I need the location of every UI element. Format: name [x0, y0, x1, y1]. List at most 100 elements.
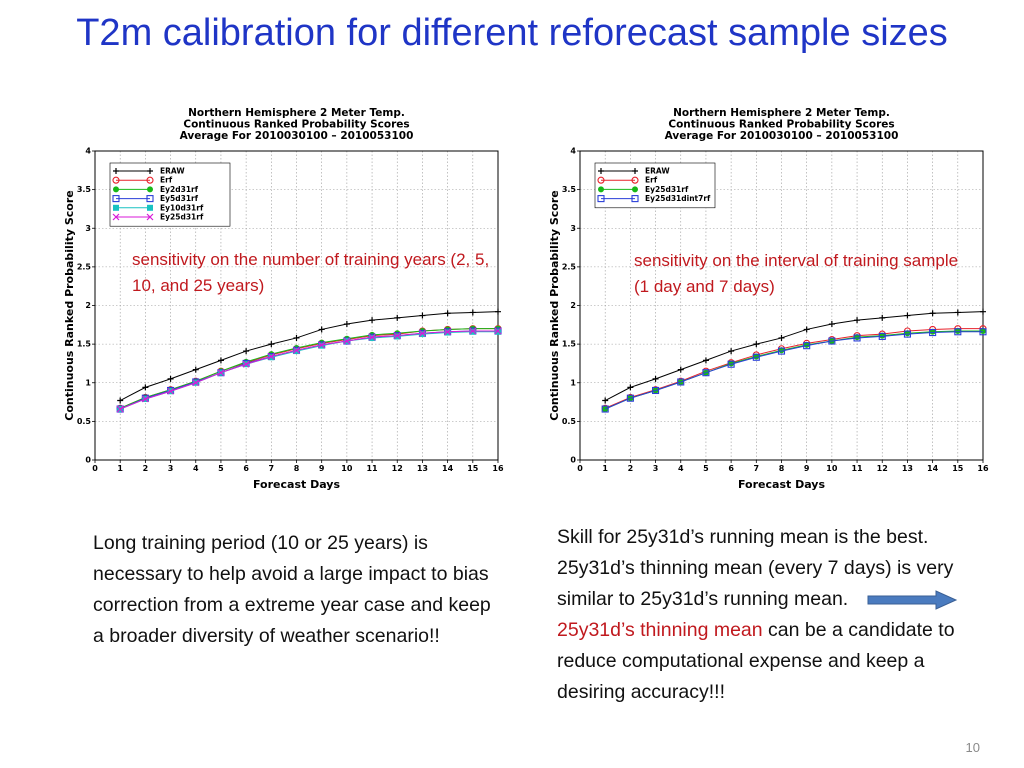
legend-marker	[113, 186, 119, 193]
data-point	[167, 375, 174, 382]
arrow-shape	[867, 590, 957, 610]
legend-marker	[146, 213, 154, 221]
y-tick-label: 1.5	[77, 340, 92, 349]
data-point	[419, 312, 426, 319]
data-point	[242, 360, 250, 368]
data-point	[369, 317, 376, 324]
data-point	[879, 314, 886, 321]
chart-title-line: Northern Hemisphere 2 Meter Temp.	[188, 107, 405, 119]
data-point	[217, 357, 224, 364]
data-point	[929, 310, 936, 317]
x-tick-label: 13	[417, 464, 428, 473]
data-point	[854, 334, 861, 341]
x-axis-label: Forecast Days	[253, 478, 340, 491]
y-tick-label: 4	[570, 147, 576, 156]
data-point	[727, 360, 735, 368]
x-tick-label: 12	[877, 464, 888, 473]
data-point	[853, 334, 861, 342]
legend-label: Ey10d31rf	[160, 203, 204, 212]
data-point	[702, 369, 710, 377]
legend-label: ERAW	[160, 167, 185, 176]
x-tick-label: 11	[366, 464, 378, 473]
data-point	[393, 332, 401, 340]
data-point	[752, 353, 760, 361]
x-tick-label: 7	[754, 464, 760, 473]
legend-marker	[112, 213, 120, 221]
data-point	[929, 328, 937, 337]
y-tick-label: 0.5	[77, 417, 92, 426]
data-point	[444, 310, 451, 317]
x-tick-label: 0	[92, 464, 98, 473]
x-tick-label: 4	[678, 464, 684, 473]
data-point	[626, 394, 634, 402]
legend-marker	[631, 176, 639, 184]
data-point	[904, 312, 911, 319]
chart-title-line: Continuous Ranked Probability Scores	[668, 119, 894, 131]
page-number: 10	[965, 740, 980, 755]
legend-marker	[113, 168, 119, 174]
crps-chart-svg-left: Northern Hemisphere 2 Meter Temp.Continu…	[63, 107, 504, 491]
y-tick-label: 3.5	[562, 185, 577, 194]
y-tick-label: 2	[570, 301, 576, 310]
legend-marker	[112, 195, 120, 203]
x-tick-label: 6	[243, 464, 249, 473]
x-tick-label: 8	[294, 464, 300, 473]
series-line	[120, 331, 498, 410]
y-tick-label: 0	[85, 456, 91, 465]
legend-label: Ey25d31rf	[160, 213, 204, 222]
y-tick-label: 1.5	[562, 340, 577, 349]
x-tick-label: 0	[577, 464, 583, 473]
data-point	[777, 347, 786, 355]
data-point	[828, 337, 836, 345]
y-tick-label: 3	[570, 224, 576, 233]
conclusion-right-highlight: 25y31d’s thinning mean	[557, 619, 763, 641]
legend-marker	[632, 186, 638, 193]
data-point	[979, 328, 987, 336]
legend-label: Erf	[160, 176, 173, 185]
y-tick-label: 4	[85, 147, 91, 156]
data-point	[677, 378, 685, 386]
legend-marker	[147, 168, 153, 174]
data-point	[879, 332, 886, 339]
x-tick-label: 5	[218, 464, 224, 473]
data-point	[116, 405, 124, 413]
legend-box	[109, 162, 231, 227]
annotation-training-years: sensitivity on the number of training ye…	[132, 250, 490, 295]
chart-title-line: Average For 2010030100 – 2010053100	[180, 130, 414, 142]
conclusion-text-right: Skill for 25y31d’s running mean is the b…	[557, 522, 997, 708]
data-point	[444, 328, 452, 336]
data-point	[293, 334, 300, 341]
legend-label: Ey25d31rf	[645, 185, 689, 194]
data-point	[192, 379, 200, 387]
series-line	[604, 331, 983, 410]
data-point	[652, 386, 660, 395]
legend-marker	[112, 176, 120, 184]
conclusion-text-left: Long training period (10 or 25 years) is…	[93, 532, 491, 647]
data-point	[495, 308, 501, 315]
legend-label: Ey5d31rf	[160, 194, 199, 203]
slide-title: T2m calibration for different reforecast…	[76, 12, 948, 54]
chart-title-line: Northern Hemisphere 2 Meter Temp.	[673, 107, 890, 119]
x-tick-label: 10	[826, 464, 838, 473]
legend-marker	[632, 168, 638, 174]
series-line	[120, 330, 498, 410]
data-point	[954, 309, 961, 316]
series-line	[119, 311, 499, 401]
legend-marker	[598, 186, 604, 193]
chart-title-line: Average For 2010030100 – 2010053100	[665, 130, 899, 142]
x-tick-label: 10	[341, 464, 353, 473]
x-tick-label: 1	[602, 464, 608, 473]
data-point	[293, 346, 300, 354]
data-point	[394, 314, 401, 321]
data-point	[469, 327, 477, 335]
data-point	[419, 329, 426, 337]
conclusion-right-part1: Skill for 25y31d’s running mean is the b…	[557, 526, 954, 610]
conclusion-right-part3: can be a candidate to reduce computation…	[557, 619, 955, 703]
y-tick-label: 1	[570, 378, 576, 387]
legend-label: Ey2d31rf	[160, 185, 199, 194]
x-tick-label: 8	[779, 464, 785, 473]
series-line	[604, 311, 984, 401]
crps-chart-training-years: Northern Hemisphere 2 Meter Temp. Continu…	[55, 100, 507, 500]
data-point	[243, 348, 250, 355]
data-point	[601, 405, 609, 413]
